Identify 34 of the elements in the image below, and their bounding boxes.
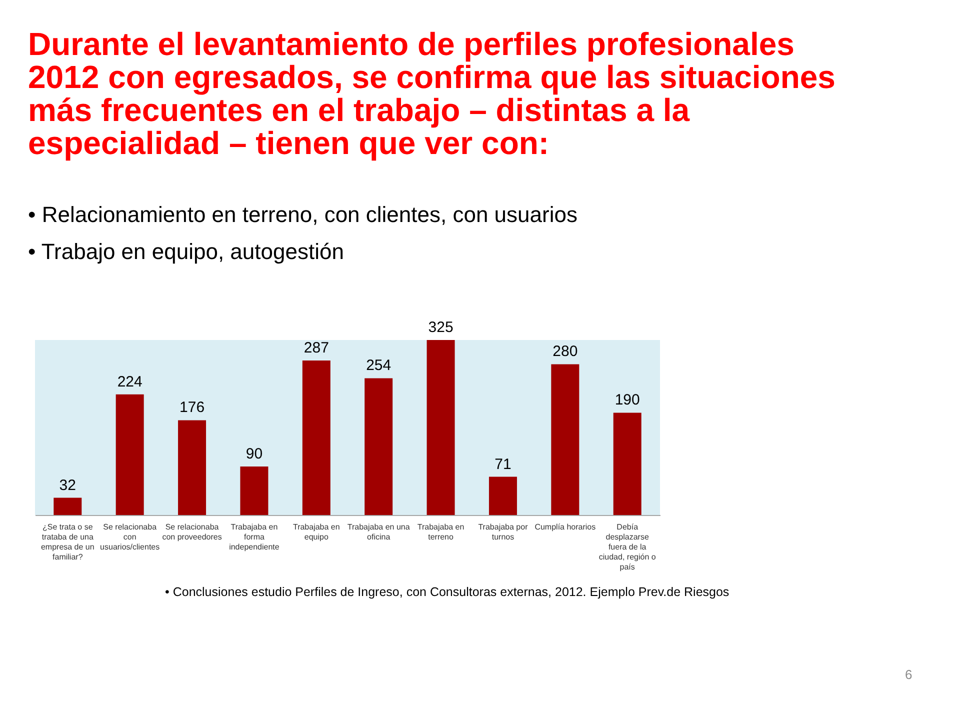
bar <box>364 378 393 515</box>
data-label: 190 <box>614 392 640 409</box>
data-label: 71 <box>494 456 512 473</box>
data-label: 287 <box>304 339 329 356</box>
x-tick-label: Se relacionaba con proveedores <box>162 522 222 542</box>
x-tick-label: Trabajaba en equipo <box>292 522 340 542</box>
bar <box>302 360 330 515</box>
bar <box>54 498 82 515</box>
x-tick-label: Se relacionaba con usuarios/clientes <box>100 522 160 552</box>
bar <box>116 394 144 515</box>
data-label: 280 <box>552 343 578 360</box>
chart-title: Durante el levantamiento de perfiles profesionales 2012 con egresados, se confirma que las situaciones más frecuentes en el trabajo – distintas a la especialidad – tienen que ver con: <box>28 26 836 161</box>
x-tick-label: ¿Se trata o se trataba de una empresa de un familiar? <box>40 522 94 562</box>
data-label: 90 <box>246 446 263 463</box>
bar <box>488 476 517 515</box>
chart-subtitle: • Relacionamiento en terreno, con clientes, con usuarios • Trabajo en equipo, autogestión <box>28 202 578 264</box>
bar <box>178 420 206 515</box>
bar <box>426 340 455 515</box>
data-label: 32 <box>59 476 76 494</box>
data-label: 325 <box>428 319 454 336</box>
x-tick-label: Trabajaba por turnos <box>478 522 528 542</box>
x-tick-label: Trabajaba en una oficina <box>347 522 410 542</box>
bar <box>551 364 580 515</box>
x-tick-label: Trabajaba en terreno <box>417 522 464 542</box>
x-tick-label: Debía desplazarse fuera de la ciudad, región o país <box>598 522 656 572</box>
data-label: 224 <box>117 373 142 390</box>
text: • Conclusiones estudio Perfiles de Ingreso, con Consultoras externas, 2012. Ejemplo Prev.de Riesgos <box>165 585 730 599</box>
bar <box>613 412 642 515</box>
data-label: 254 <box>366 357 392 374</box>
x-tick-label: Cumplía horarios <box>534 522 596 532</box>
x-tick-label: Trabajaba en forma independiente <box>229 522 280 552</box>
text: 6 <box>905 667 912 682</box>
data-label: 176 <box>180 399 205 416</box>
bar <box>240 466 268 515</box>
